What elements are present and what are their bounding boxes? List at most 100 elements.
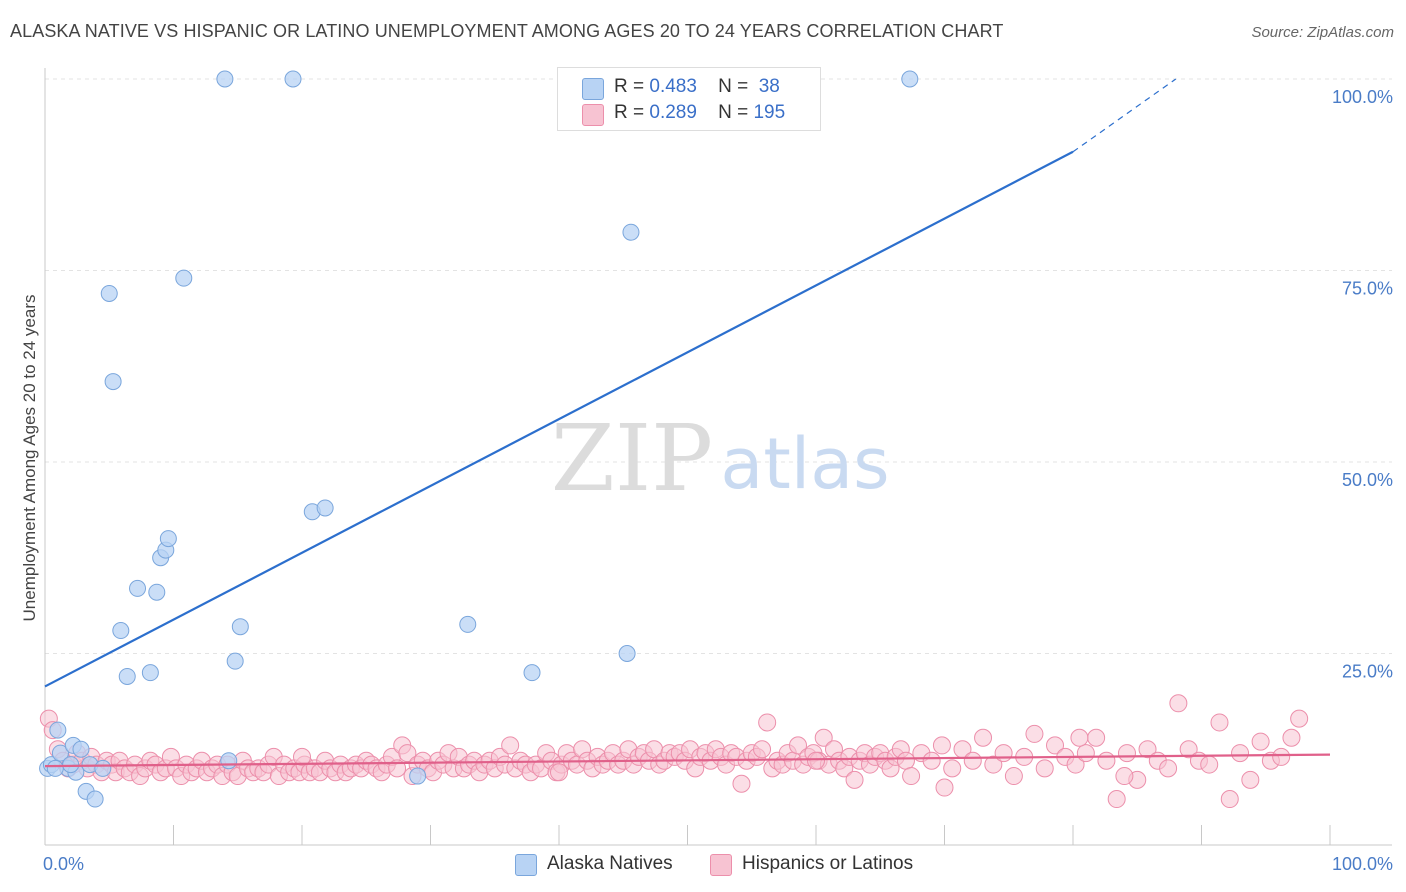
hispanic-point xyxy=(1159,759,1178,778)
hispanic-point xyxy=(1169,694,1188,713)
hispanic-point xyxy=(1220,790,1239,809)
hispanic-point xyxy=(1025,724,1044,743)
alaska-native-trend-line xyxy=(44,150,1074,688)
alaska-native-point xyxy=(86,790,104,808)
legend-swatch-pink xyxy=(582,104,604,126)
hispanic-point xyxy=(984,755,1003,774)
hispanic-point xyxy=(935,778,954,797)
axes xyxy=(44,68,1392,846)
alaska-native-point xyxy=(159,530,177,548)
hispanic-point xyxy=(1179,740,1198,759)
hispanic-point xyxy=(293,747,311,766)
trend-lines xyxy=(44,78,1331,768)
hispanic-point xyxy=(1231,744,1250,763)
hispanic-point xyxy=(1210,713,1229,732)
legend-text: R = 0.289 N = 195 xyxy=(614,102,785,124)
n-label: N = xyxy=(718,76,749,97)
hispanic-point xyxy=(1035,759,1054,778)
hispanic-point xyxy=(845,770,864,789)
hispanic-points xyxy=(39,694,1309,809)
alaska-native-point xyxy=(175,269,193,287)
hispanic-point xyxy=(1138,740,1157,759)
hispanic-point xyxy=(398,744,417,763)
y-tick-label: 50.0% xyxy=(1342,470,1393,490)
alaska-native-point xyxy=(118,667,136,685)
hispanic-point xyxy=(943,759,962,778)
hispanic-point xyxy=(1070,728,1089,747)
hispanic-point xyxy=(922,751,941,770)
alaska-native-point xyxy=(46,759,64,777)
correlation-legend: R = 0.483 N = 38 R = 0.289 N = 195 xyxy=(557,67,821,131)
alaska-native-trend-extension xyxy=(1072,78,1177,153)
bottom-swatch-pink xyxy=(710,854,732,876)
hispanic-point xyxy=(963,751,982,770)
alaska-native-point xyxy=(220,752,238,770)
hispanic-point xyxy=(1117,744,1136,763)
bottom-swatch-blue xyxy=(515,854,537,876)
alaska-native-point xyxy=(316,499,334,517)
alaska-native-point xyxy=(72,740,90,758)
n-label: N = xyxy=(718,102,749,123)
tick-labels: 25.0% 50.0% 75.0% 100.0% 0.0% 100.0% xyxy=(43,87,1393,874)
alaska-native-point xyxy=(523,664,541,682)
hispanic-point xyxy=(1272,747,1291,766)
x-tick-label: 100.0% xyxy=(1332,854,1393,874)
hispanic-point xyxy=(1241,770,1260,789)
hispanic-point xyxy=(994,744,1013,763)
y-tick-label: 75.0% xyxy=(1342,279,1393,299)
n-value: 38 xyxy=(758,76,780,97)
hispanic-point xyxy=(789,736,808,755)
hispanic-point xyxy=(1076,744,1095,763)
hispanic-point xyxy=(1200,755,1219,774)
alaska-native-point xyxy=(94,759,112,777)
alaska-native-point xyxy=(409,767,427,785)
hispanic-point xyxy=(1046,736,1065,755)
alaska-native-point xyxy=(901,70,919,88)
hispanic-point xyxy=(902,767,921,786)
hispanic-point xyxy=(1282,728,1301,747)
alaska-native-point xyxy=(622,223,640,241)
chart-title: ALASKA NATIVE VS HISPANIC OR LATINO UNEM… xyxy=(10,21,1004,41)
alaska-native-point xyxy=(226,652,244,670)
alaska-native-point xyxy=(112,622,130,640)
alaska-native-point xyxy=(129,579,147,597)
hispanic-point xyxy=(501,736,520,755)
alaska-native-point xyxy=(49,721,67,739)
r-value: 0.289 xyxy=(649,102,697,123)
hispanic-point xyxy=(758,713,777,732)
hispanic-point xyxy=(1087,728,1106,747)
grid-lines xyxy=(45,78,1392,654)
alaska-native-point xyxy=(148,583,166,601)
hispanic-point xyxy=(1251,732,1270,751)
watermark-atlas: atlas xyxy=(720,423,889,505)
alaska-native-point xyxy=(62,756,80,774)
hispanic-point xyxy=(1097,751,1116,770)
n-value: 195 xyxy=(753,102,786,123)
r-value: 0.483 xyxy=(649,76,697,97)
hispanic-point xyxy=(1115,767,1134,786)
alaska-native-point xyxy=(284,70,302,88)
hispanic-point xyxy=(932,736,951,755)
bottom-legend-label: Hispanics or Latinos xyxy=(742,853,914,874)
legend-swatch-blue xyxy=(582,78,604,100)
hispanic-point xyxy=(1107,790,1126,809)
legend-text: R = 0.483 N = 38 xyxy=(614,76,780,98)
alaska-native-points xyxy=(39,70,919,808)
hispanic-trend-line xyxy=(44,753,1331,768)
watermark: ZIP atlas xyxy=(551,405,890,512)
hispanic-point xyxy=(814,728,833,747)
hispanic-point xyxy=(1004,767,1023,786)
chart-source: Source: ZipAtlas.com xyxy=(1251,24,1394,41)
alaska-native-point xyxy=(231,618,249,636)
hispanic-point xyxy=(732,774,751,793)
y-tick-label: 100.0% xyxy=(1332,87,1393,107)
hispanic-point xyxy=(974,728,993,747)
alaska-native-point xyxy=(141,664,159,682)
y-tick-label: 25.0% xyxy=(1342,662,1393,682)
hispanic-point xyxy=(896,751,915,770)
hispanic-point xyxy=(550,763,568,782)
bottom-legend-label: Alaska Natives xyxy=(547,853,673,874)
alaska-native-point xyxy=(459,615,477,633)
r-label: R = xyxy=(614,76,645,97)
